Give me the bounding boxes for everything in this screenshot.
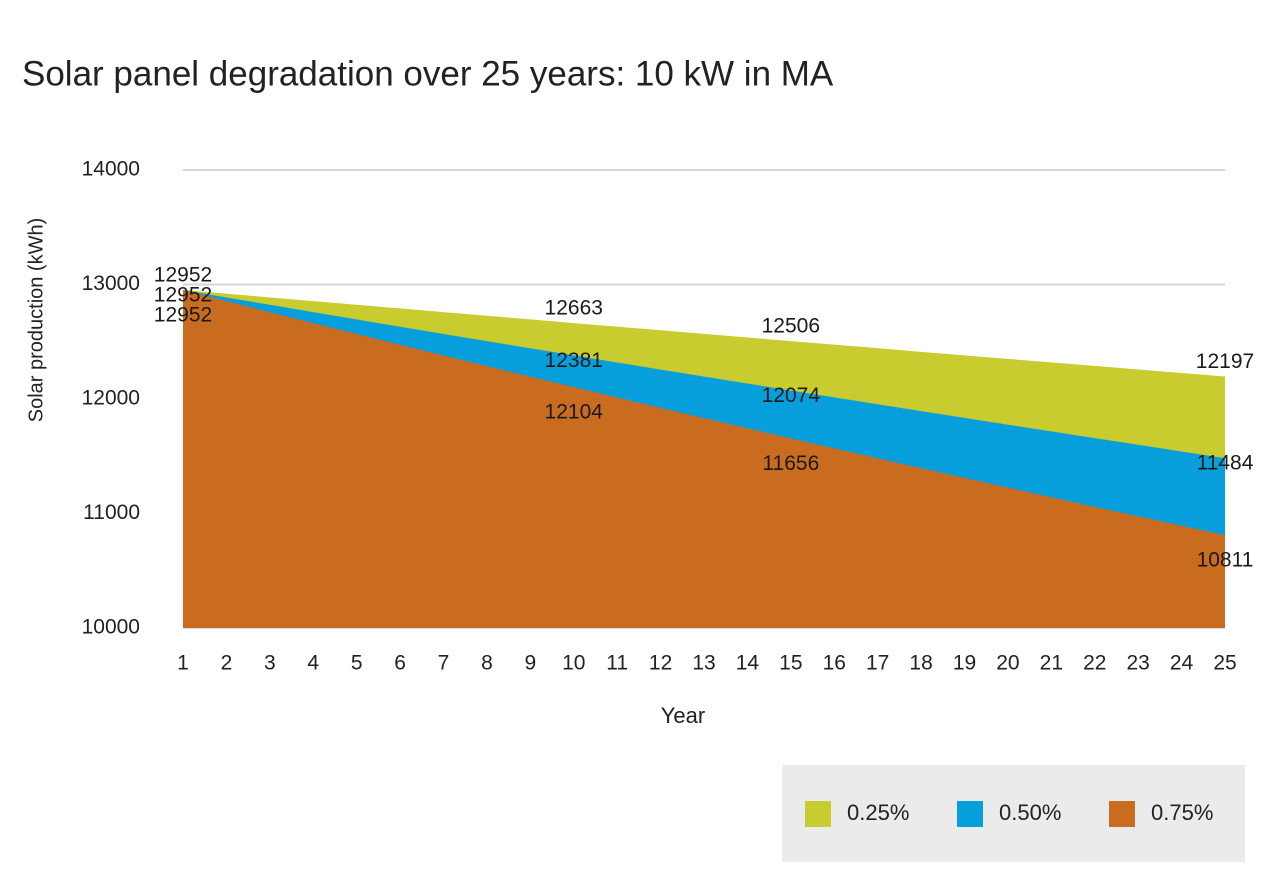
legend-label: 0.25%	[847, 800, 909, 825]
x-tick-label: 24	[1170, 652, 1194, 675]
chart-title: Solar panel degradation over 25 years: 1…	[22, 54, 834, 93]
data-label: 12952	[154, 304, 212, 327]
y-tick-label: 11000	[83, 501, 140, 524]
x-tick-label: 17	[866, 652, 889, 675]
x-tick-label: 14	[736, 652, 760, 675]
x-tick-label: 23	[1126, 652, 1149, 675]
y-tick-label: 14000	[82, 158, 140, 181]
x-tick-label: 19	[953, 652, 976, 675]
x-tick-label: 13	[692, 652, 715, 675]
x-tick-label: 4	[307, 652, 319, 675]
x-tick-label: 21	[1040, 652, 1063, 675]
legend-label: 0.75%	[1151, 800, 1213, 825]
x-tick-label: 11	[606, 652, 628, 675]
y-axis-label: Solar production (kWh)	[25, 218, 47, 423]
x-tick-label: 6	[394, 652, 406, 675]
x-tick-label: 12	[649, 652, 672, 675]
x-tick-label: 20	[996, 652, 1019, 675]
data-label: 12506	[762, 315, 820, 338]
areas	[183, 289, 1225, 628]
x-tick-label: 18	[909, 652, 932, 675]
y-tick-label: 10000	[82, 616, 140, 639]
data-label: 12952	[154, 284, 212, 307]
data-label: 12381	[545, 349, 603, 372]
area	[183, 289, 1225, 628]
x-tick-label: 5	[351, 652, 363, 675]
x-tick-label: 16	[823, 652, 846, 675]
x-tick-label: 1	[177, 652, 189, 675]
data-label: 12197	[1196, 350, 1254, 373]
data-label: 11656	[762, 452, 819, 475]
legend-swatch	[957, 801, 983, 827]
data-label: 12074	[762, 384, 821, 407]
data-label: 11484	[1197, 452, 1254, 475]
y-tick-label: 13000	[82, 272, 140, 295]
x-tick-label: 25	[1213, 652, 1236, 675]
legend-swatch	[1109, 801, 1135, 827]
x-tick-label: 15	[779, 652, 802, 675]
x-tick-label: 8	[481, 652, 493, 675]
legend-label: 0.50%	[999, 800, 1061, 825]
legend-swatch	[805, 801, 831, 827]
x-tick-label: 22	[1083, 652, 1106, 675]
x-tick-label: 7	[438, 652, 450, 675]
x-axis-label: Year	[661, 703, 705, 728]
labels: 12952 12663 12506 12197 12952 12381 12074 11484…	[154, 264, 1254, 572]
legend-box	[782, 765, 1245, 862]
data-label: 12952	[154, 264, 212, 287]
data-label: 12663	[545, 297, 603, 320]
data-label: 12104	[545, 401, 604, 424]
x-tick-label: 10	[562, 652, 585, 675]
x-tick-label: 2	[221, 652, 233, 675]
legend: 0.25% 0.50% 0.75%	[805, 800, 1213, 827]
data-label: 10811	[1197, 549, 1254, 572]
y-tick-label: 12000	[82, 387, 140, 410]
x-tick-label: 3	[264, 652, 276, 675]
x-tick-label: 9	[524, 652, 536, 675]
